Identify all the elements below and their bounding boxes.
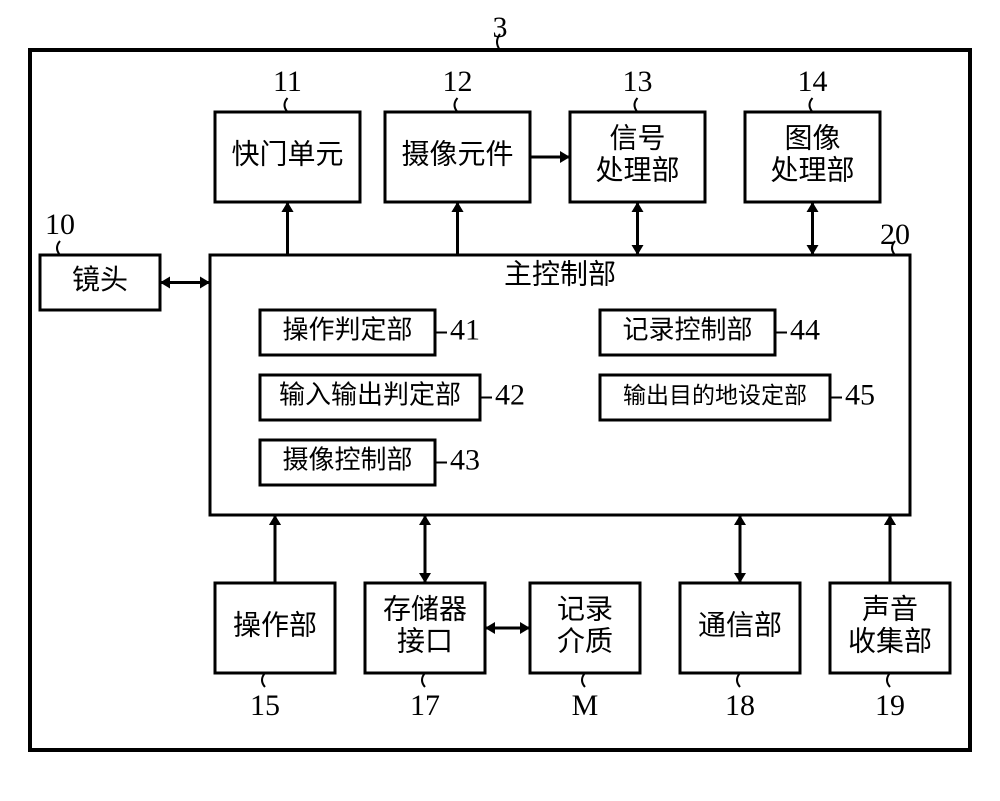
- tag-iojudge: 42: [495, 378, 525, 411]
- block-imgproc-line-0: 图像: [784, 122, 840, 154]
- leader-memif: [422, 673, 425, 687]
- block-iojudge-label: 输入输出判定部: [279, 380, 461, 409]
- block-op-label: 操作部: [233, 609, 317, 641]
- block-imgctrl-label: 摄像控制部: [282, 445, 412, 474]
- block-memif-line-1: 接口: [397, 625, 453, 657]
- leader-lens: [57, 241, 60, 255]
- tag-main: 20: [880, 218, 910, 251]
- block-sound-line-0: 声音: [862, 593, 918, 625]
- block-sigproc-line-1: 处理部: [595, 154, 679, 186]
- leader-op: [262, 673, 265, 687]
- leader-comm: [737, 673, 740, 687]
- tag-recctrl: 44: [790, 313, 820, 346]
- outer-label: 3: [493, 11, 508, 44]
- block-shutter-label: 快门单元: [231, 138, 343, 170]
- tag-shutter: 11: [273, 65, 302, 98]
- leader-recmedia: [582, 673, 585, 687]
- block-recmedia-line-1: 介质: [557, 625, 613, 657]
- tag-sound: 19: [875, 689, 905, 722]
- tag-imgctrl: 43: [450, 443, 480, 476]
- block-lens-label: 镜头: [72, 264, 128, 296]
- leader-shutter: [285, 98, 288, 112]
- tag-imgproc: 14: [798, 65, 828, 98]
- block-recmedia-line-0: 记录: [557, 594, 613, 625]
- leader-sound: [887, 673, 890, 687]
- tag-sigproc: 13: [623, 65, 653, 98]
- block-imgproc-line-1: 处理部: [770, 154, 854, 186]
- tag-lens: 10: [45, 208, 75, 241]
- leader-sensor: [455, 98, 458, 112]
- block-recctrl-label: 记录控制部: [622, 315, 752, 344]
- leader-sigproc: [635, 98, 638, 112]
- tag-op: 15: [250, 689, 280, 722]
- tag-comm: 18: [725, 689, 755, 722]
- block-outdest-label: 输出目的地设定部: [623, 383, 807, 408]
- block-comm-label: 通信部: [698, 609, 782, 641]
- tag-outdest: 45: [845, 378, 875, 411]
- tag-sensor: 12: [443, 65, 473, 98]
- block-main-title: 主控制部: [504, 258, 616, 290]
- block-opjudge-label: 操作判定部: [282, 315, 412, 344]
- block-sound-line-1: 收集部: [848, 625, 932, 657]
- tag-opjudge: 41: [450, 313, 480, 346]
- tag-recmedia: M: [572, 689, 599, 722]
- block-sensor-label: 摄像元件: [401, 138, 513, 170]
- tag-memif: 17: [410, 689, 440, 722]
- block-memif-line-0: 存储器: [383, 593, 467, 625]
- block-sigproc-line-0: 信号: [609, 122, 665, 154]
- leader-imgproc: [810, 98, 813, 112]
